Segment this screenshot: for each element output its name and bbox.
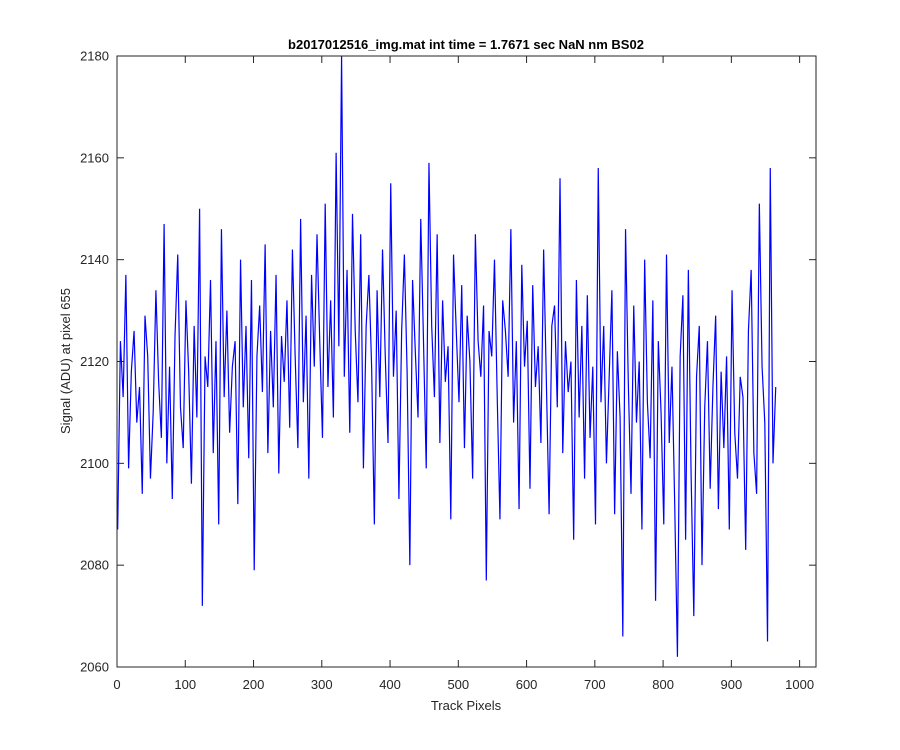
x-tick-label: 0	[113, 677, 120, 692]
x-axis-label: Track Pixels	[431, 698, 502, 713]
x-tick-label: 300	[311, 677, 333, 692]
y-tick-label: 2060	[80, 660, 109, 675]
y-axis: 2060 2080 2100 2120 2140 2160 2180	[80, 49, 816, 675]
x-tick-label: 500	[447, 677, 469, 692]
series-line-signal	[117, 55, 777, 657]
x-tick-label: 400	[379, 677, 401, 692]
x-tick-label: 700	[584, 677, 606, 692]
y-axis-label: Signal (ADU) at pixel 655	[58, 288, 73, 434]
chart-title: b2017012516_img.mat int time = 1.7671 se…	[288, 37, 644, 52]
y-tick-label: 2100	[80, 456, 109, 471]
y-tick-label: 2120	[80, 354, 109, 369]
y-tick-label: 2160	[80, 150, 109, 165]
x-tick-label: 600	[516, 677, 538, 692]
x-axis: 0 100 200 300 400 500 600 700 800 900 1000	[113, 56, 814, 692]
x-tick-label: 1000	[785, 677, 814, 692]
y-tick-label: 2080	[80, 558, 109, 573]
y-tick-label: 2180	[80, 49, 109, 64]
series-layer	[117, 55, 777, 657]
x-tick-label: 100	[174, 677, 196, 692]
y-tick-label: 2140	[80, 252, 109, 267]
x-tick-label: 200	[243, 677, 265, 692]
x-tick-label: 900	[721, 677, 743, 692]
x-tick-label: 800	[652, 677, 674, 692]
